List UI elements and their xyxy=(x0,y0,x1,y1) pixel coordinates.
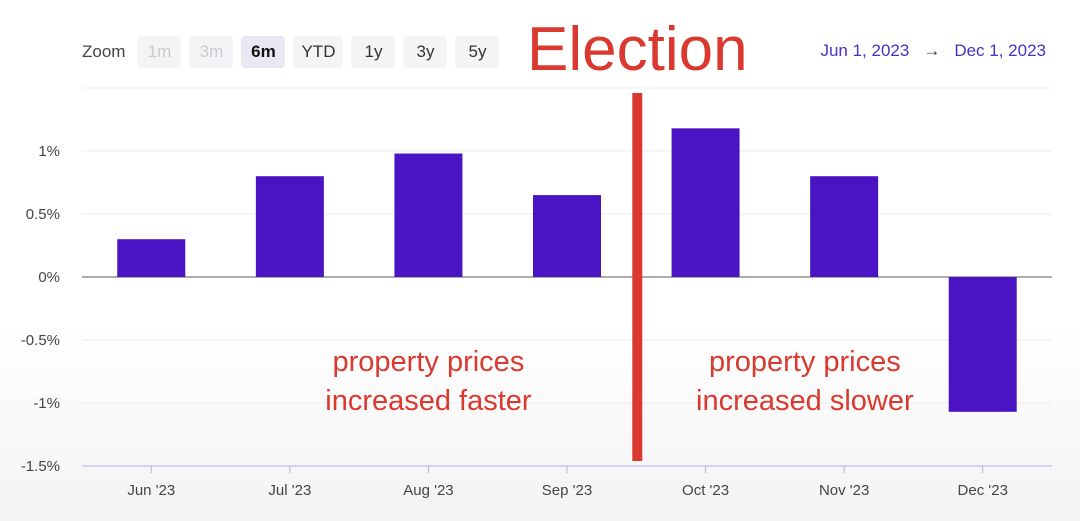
range-end-date[interactable]: Dec 1, 2023 xyxy=(954,41,1046,60)
x-tick-label: Sep '23 xyxy=(542,482,592,499)
bar xyxy=(117,239,186,277)
zoom-ytd-button[interactable]: YTD xyxy=(293,36,344,68)
bar xyxy=(255,176,324,277)
annotation-text: property prices xyxy=(333,346,525,378)
annotation-text: increased slower xyxy=(696,385,914,417)
bar xyxy=(948,277,1017,412)
zoom-6m-button[interactable]: 6m xyxy=(241,36,286,68)
bar xyxy=(394,153,463,277)
bar xyxy=(533,195,601,277)
x-tick-label: Dec '23 xyxy=(958,482,1008,499)
zoom-label: Zoom xyxy=(82,42,126,61)
annotation-text: increased faster xyxy=(325,385,532,417)
x-tick-label: Aug '23 xyxy=(403,482,453,499)
y-tick-label: -1% xyxy=(33,395,60,412)
annotation-text: property prices xyxy=(709,346,901,378)
event-label: Election xyxy=(527,15,748,84)
zoom-5y-button[interactable]: 5y xyxy=(455,36,500,68)
x-tick-label: Oct '23 xyxy=(682,482,729,499)
x-tick-label: Nov '23 xyxy=(819,482,869,499)
x-tick-label: Jun '23 xyxy=(127,482,175,499)
zoom-3m-button[interactable]: 3m xyxy=(189,36,234,68)
date-range: Jun 1, 2023 → Dec 1, 2023 xyxy=(820,41,1046,61)
range-start-date[interactable]: Jun 1, 2023 xyxy=(820,41,910,60)
y-tick-label: 0% xyxy=(38,269,60,286)
range-arrow-icon: → xyxy=(923,41,941,60)
event-marker-line xyxy=(632,93,643,461)
zoom-1m-button[interactable]: 1m xyxy=(137,36,182,68)
bar xyxy=(671,128,740,277)
zoom-toolbar: Zoom 1m 3m 6m YTD 1y 3y 5y xyxy=(82,35,500,69)
y-tick-label: -0.5% xyxy=(21,332,60,349)
zoom-1y-button[interactable]: 1y xyxy=(351,36,396,68)
bar xyxy=(810,176,879,277)
x-tick-label: Jul '23 xyxy=(268,482,311,499)
zoom-3y-button[interactable]: 3y xyxy=(403,36,448,68)
y-tick-label: 1% xyxy=(38,143,60,160)
y-tick-label: -1.5% xyxy=(21,458,60,475)
y-tick-label: 0.5% xyxy=(26,206,60,223)
